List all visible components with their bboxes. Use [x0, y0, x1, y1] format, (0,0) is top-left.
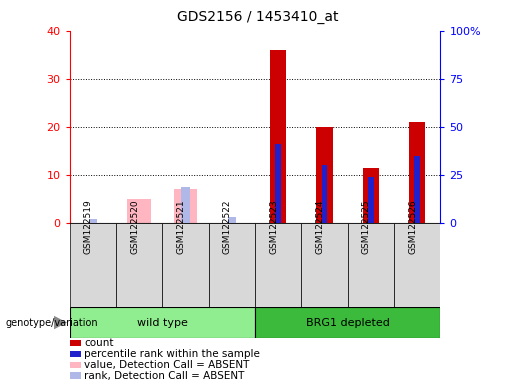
Text: GSM122519: GSM122519	[84, 200, 93, 254]
Bar	[255, 223, 301, 307]
Bar	[70, 307, 255, 338]
Text: count: count	[84, 338, 113, 348]
Bar	[270, 50, 286, 223]
Text: BRG1 depleted: BRG1 depleted	[306, 318, 389, 328]
Bar	[209, 223, 255, 307]
Bar	[228, 217, 236, 223]
Text: percentile rank within the sample: percentile rank within the sample	[84, 349, 260, 359]
Text: GSM122520: GSM122520	[130, 200, 139, 254]
Bar	[255, 307, 440, 338]
Bar	[128, 199, 150, 223]
Bar	[322, 165, 327, 223]
Text: GDS2156 / 1453410_at: GDS2156 / 1453410_at	[177, 10, 338, 23]
Bar	[174, 189, 197, 223]
Bar	[181, 187, 190, 223]
Bar	[415, 156, 420, 223]
Text: rank, Detection Call = ABSENT: rank, Detection Call = ABSENT	[84, 371, 244, 381]
Text: genotype/variation: genotype/variation	[5, 318, 98, 328]
Text: GSM122521: GSM122521	[177, 200, 185, 254]
Bar	[116, 223, 162, 307]
Bar	[301, 223, 348, 307]
Text: value, Detection Call = ABSENT: value, Detection Call = ABSENT	[84, 360, 249, 370]
Bar	[363, 167, 379, 223]
Text: GSM122526: GSM122526	[408, 200, 417, 254]
Bar	[348, 223, 394, 307]
Bar	[409, 122, 425, 223]
Bar	[162, 223, 209, 307]
Bar	[368, 177, 373, 223]
Bar	[276, 144, 281, 223]
Bar	[394, 223, 440, 307]
Polygon shape	[54, 316, 67, 329]
Bar	[89, 219, 97, 223]
Text: GSM122522: GSM122522	[223, 200, 232, 254]
Bar	[70, 223, 116, 307]
Text: GSM122525: GSM122525	[362, 200, 371, 254]
Text: GSM122524: GSM122524	[316, 200, 324, 254]
Bar	[316, 127, 333, 223]
Text: wild type: wild type	[137, 318, 187, 328]
Text: GSM122523: GSM122523	[269, 200, 278, 254]
